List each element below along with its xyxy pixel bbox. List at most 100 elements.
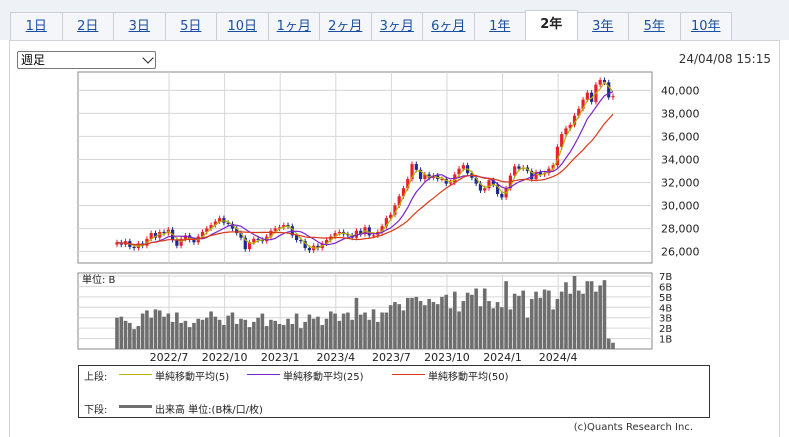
tab-11[interactable]: 2年 [525, 10, 578, 41]
volume-bar [478, 306, 483, 349]
volume-bar [217, 319, 222, 349]
candle-body [572, 115, 577, 125]
volume-bar [508, 309, 513, 349]
price-tick-label: 36,000 [661, 130, 700, 143]
volume-bar [264, 326, 269, 349]
candle-body [547, 168, 551, 174]
candle-body [495, 184, 500, 194]
volume-bar [380, 312, 384, 349]
volume-bar [341, 313, 346, 349]
x-tick-label: 2022/7 [150, 351, 189, 364]
tab-12[interactable]: 3年 [576, 12, 629, 40]
tab-5[interactable]: 10日 [216, 12, 269, 40]
volume-bar [568, 293, 573, 349]
volume-bar [234, 323, 239, 349]
volume-bar [414, 296, 419, 349]
volume-bar [410, 297, 414, 349]
volume-bar [504, 281, 508, 349]
volume-bar [252, 321, 256, 349]
volume-bar [521, 290, 526, 349]
candle-body [346, 234, 350, 236]
volume-bar [491, 308, 496, 349]
candle-body [607, 82, 611, 98]
candle-body [530, 170, 534, 180]
volume-bar [175, 312, 179, 349]
candle-body [478, 183, 483, 191]
tab-3[interactable]: 3日 [113, 12, 166, 40]
volume-bar [119, 316, 124, 349]
candle-body [577, 108, 581, 116]
tab-7[interactable]: 2ヶ月 [319, 12, 372, 40]
candle-body [384, 218, 388, 227]
volume-bar [461, 301, 466, 349]
tab-8[interactable]: 3ヶ月 [370, 12, 423, 40]
volume-tick-label: 3B [659, 314, 672, 325]
volume-bar [307, 314, 312, 349]
candle-body [230, 223, 235, 229]
volume-bar [166, 313, 171, 349]
volume-bar [576, 290, 581, 349]
x-tick-label: 2022/10 [202, 351, 248, 364]
volume-bar [222, 325, 226, 349]
candle-body [414, 164, 418, 170]
volume-bar [273, 320, 278, 349]
candle-body [491, 180, 495, 185]
volume-bar [153, 309, 158, 349]
candle-body [602, 80, 607, 83]
volume-bar [290, 323, 295, 349]
tab-2[interactable]: 2日 [61, 12, 114, 40]
candle-body [423, 174, 427, 180]
tab-6[interactable]: 1ヶ月 [267, 12, 320, 40]
candle-body [337, 231, 341, 234]
tab-14[interactable]: 10年 [679, 12, 732, 40]
candle-body [316, 245, 320, 249]
volume-bar [170, 321, 175, 349]
candle-body [457, 168, 461, 175]
volume-bar [123, 320, 128, 349]
volume-tick-label: 6B [659, 282, 672, 293]
tab-9[interactable]: 6ヶ月 [422, 12, 475, 40]
candle-body [611, 96, 615, 98]
candle-body [252, 238, 256, 243]
volume-bar [547, 290, 551, 349]
volume-bar [209, 311, 213, 349]
period-select[interactable]: 週足 [17, 51, 156, 69]
candle-body [183, 235, 188, 239]
legend-ma25: 単純移動平均(25) [283, 372, 364, 383]
candle-body [132, 246, 136, 249]
volume-bar [448, 308, 453, 349]
candle-body [410, 164, 414, 180]
tab-10[interactable]: 1年 [473, 12, 526, 40]
volume-bar [269, 319, 273, 349]
candle-body [585, 92, 589, 100]
volume-bar [247, 327, 252, 349]
tab-4[interactable]: 5日 [164, 12, 217, 40]
volume-bar [281, 325, 286, 349]
candle-body [538, 172, 542, 175]
tab-1[interactable]: 1日 [10, 12, 63, 40]
volume-bar [482, 288, 487, 349]
candle-body [153, 233, 158, 238]
volume-bar [311, 318, 316, 349]
volume-unit-label: 単位: B [82, 273, 116, 286]
volume-bar [427, 298, 431, 349]
volume-bar [559, 291, 564, 349]
candle-body [371, 235, 376, 237]
candle-body [269, 230, 273, 237]
volume-bar [393, 302, 397, 349]
volume-bar [363, 312, 367, 349]
timestamp: 24/04/08 15:15 [678, 52, 771, 66]
candle-body [418, 169, 423, 180]
volume-bar [328, 311, 333, 349]
volume-bar [239, 318, 243, 349]
volume-bar [303, 321, 307, 349]
volume-tick-label: 4B [659, 303, 672, 314]
legend-ma5-swatch [119, 374, 152, 375]
candle-body [401, 188, 406, 197]
volume-bar [534, 291, 538, 349]
volume-bar [286, 318, 290, 349]
price-tick-label: 26,000 [661, 245, 700, 258]
legend-box: 上段: 単純移動平均(5) 単純移動平均(25) 単純移動平均(50) 下段: … [78, 365, 710, 418]
candle-body [440, 179, 444, 181]
price-tick-label: 38,000 [661, 107, 700, 120]
